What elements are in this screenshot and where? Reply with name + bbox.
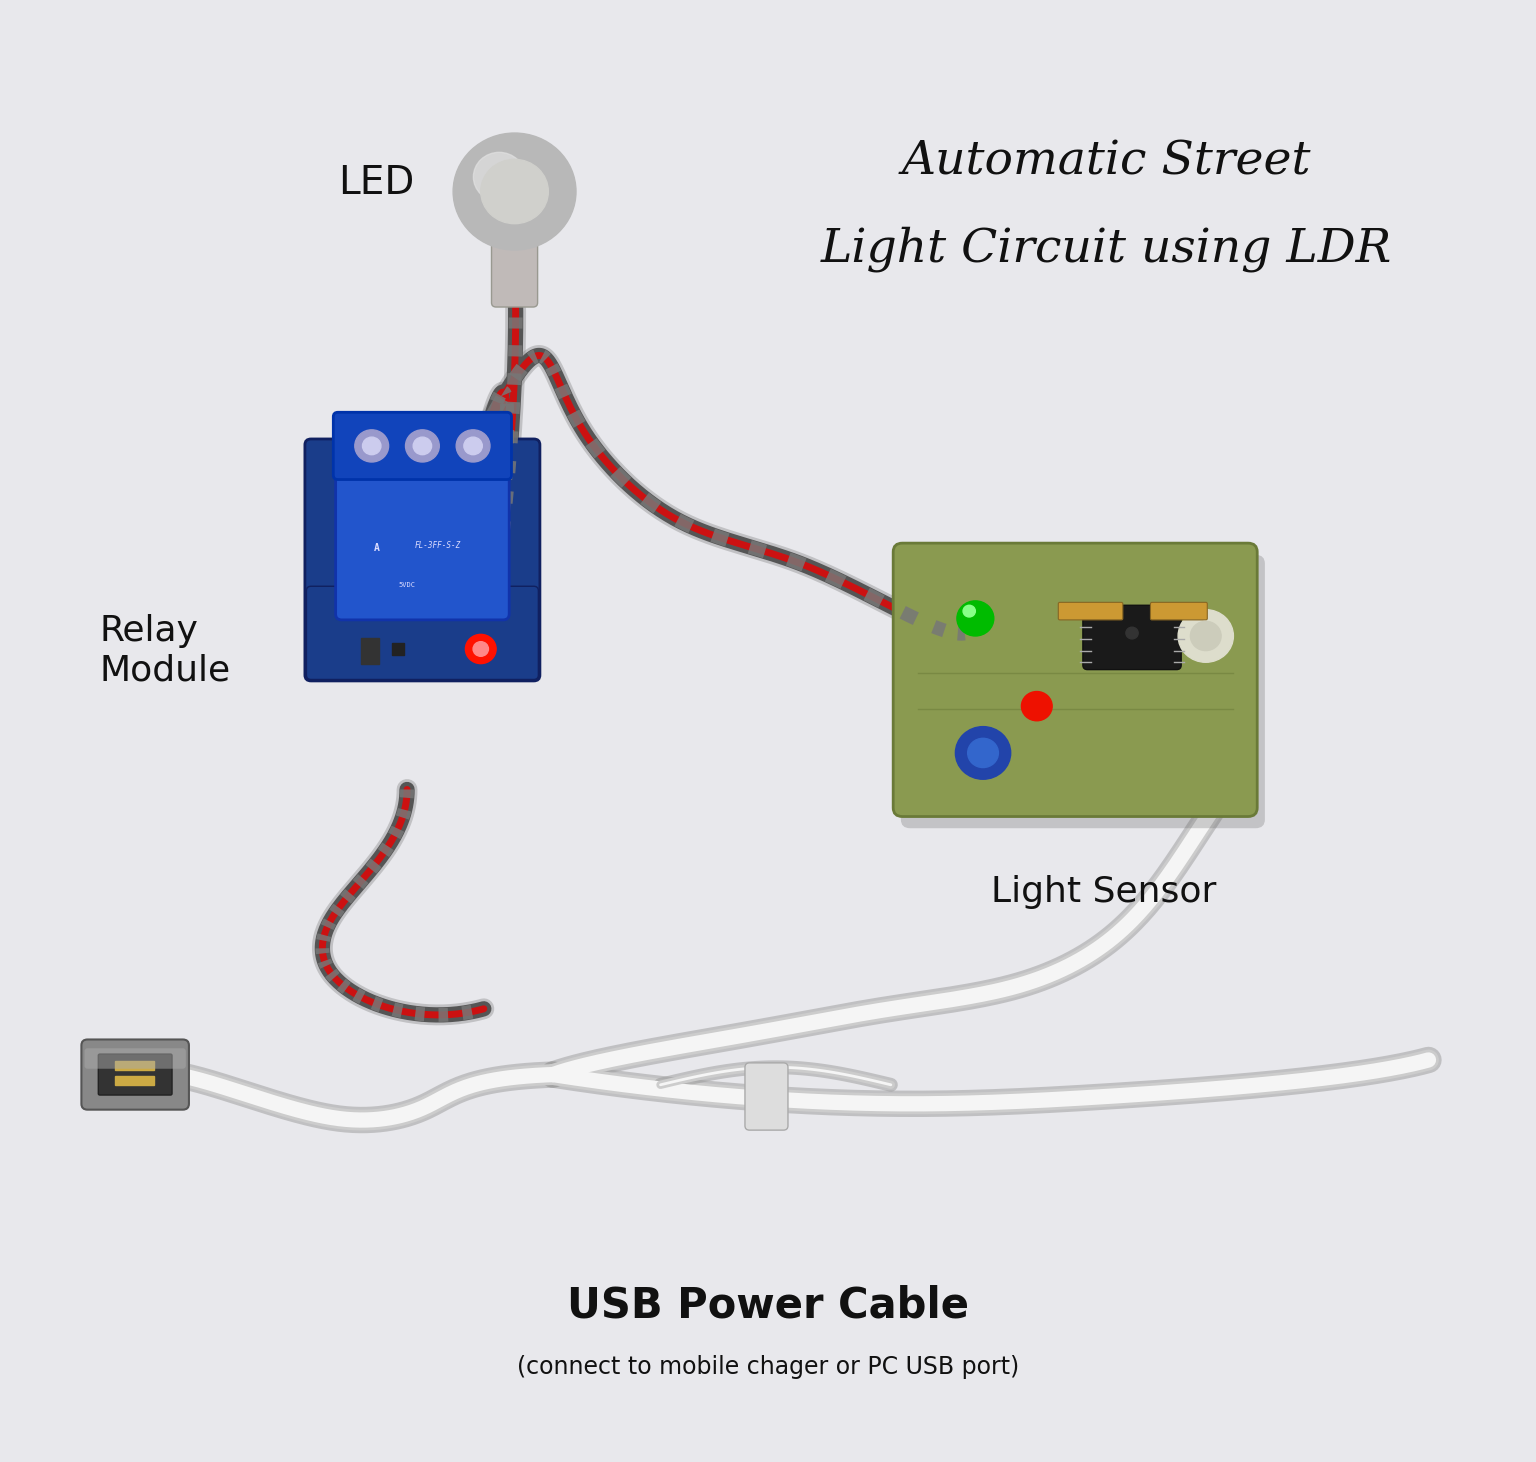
Circle shape bbox=[453, 133, 576, 250]
Circle shape bbox=[473, 152, 525, 202]
Bar bbox=[392, 643, 404, 655]
FancyBboxPatch shape bbox=[1058, 602, 1123, 620]
Circle shape bbox=[957, 601, 994, 636]
Text: 5VDC: 5VDC bbox=[398, 582, 416, 588]
FancyBboxPatch shape bbox=[745, 1063, 788, 1130]
Circle shape bbox=[1126, 627, 1138, 639]
Bar bbox=[115, 1061, 154, 1070]
Circle shape bbox=[968, 738, 998, 768]
Circle shape bbox=[406, 430, 439, 462]
Circle shape bbox=[464, 437, 482, 455]
FancyBboxPatch shape bbox=[98, 1054, 172, 1095]
FancyBboxPatch shape bbox=[84, 1048, 186, 1069]
FancyBboxPatch shape bbox=[892, 542, 1256, 816]
FancyBboxPatch shape bbox=[333, 412, 511, 480]
Text: FL-3FF-S-Z: FL-3FF-S-Z bbox=[415, 541, 461, 550]
FancyBboxPatch shape bbox=[481, 196, 548, 237]
Bar bbox=[115, 1076, 154, 1085]
Text: (connect to mobile chager or PC USB port): (connect to mobile chager or PC USB port… bbox=[518, 1355, 1018, 1379]
Text: LED: LED bbox=[338, 164, 415, 202]
Text: Light Sensor: Light Sensor bbox=[991, 874, 1217, 909]
Bar bbox=[361, 637, 379, 664]
Circle shape bbox=[362, 437, 381, 455]
FancyBboxPatch shape bbox=[81, 1039, 189, 1110]
Circle shape bbox=[955, 727, 1011, 779]
Circle shape bbox=[465, 635, 496, 664]
Circle shape bbox=[413, 437, 432, 455]
FancyBboxPatch shape bbox=[900, 554, 1264, 827]
Circle shape bbox=[1178, 610, 1233, 662]
Text: A: A bbox=[373, 544, 379, 553]
FancyBboxPatch shape bbox=[307, 586, 539, 680]
Circle shape bbox=[355, 430, 389, 462]
Text: Light Circuit using LDR: Light Circuit using LDR bbox=[820, 227, 1392, 272]
Circle shape bbox=[481, 159, 548, 224]
Circle shape bbox=[1190, 621, 1221, 651]
Circle shape bbox=[1021, 692, 1052, 721]
FancyBboxPatch shape bbox=[304, 439, 541, 681]
FancyBboxPatch shape bbox=[492, 216, 538, 307]
Text: Automatic Street: Automatic Street bbox=[902, 139, 1310, 184]
FancyBboxPatch shape bbox=[1083, 605, 1181, 670]
Circle shape bbox=[963, 605, 975, 617]
FancyBboxPatch shape bbox=[336, 469, 510, 620]
Circle shape bbox=[456, 430, 490, 462]
Text: USB Power Cable: USB Power Cable bbox=[567, 1285, 969, 1326]
FancyBboxPatch shape bbox=[1150, 602, 1207, 620]
Circle shape bbox=[473, 642, 488, 656]
Text: Relay
Module: Relay Module bbox=[100, 614, 230, 687]
